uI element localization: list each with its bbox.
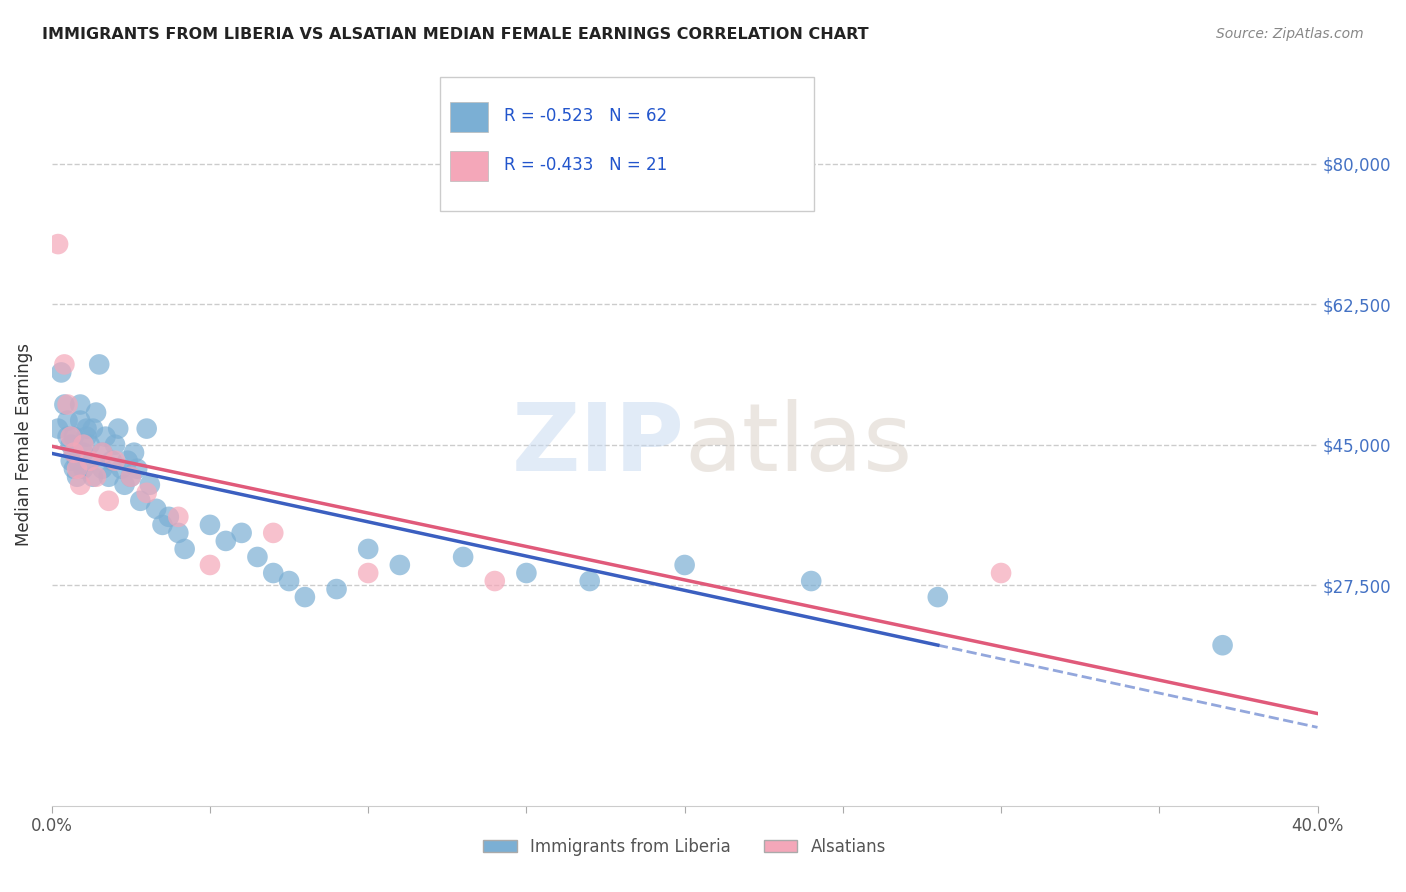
Point bbox=[72, 461, 94, 475]
Point bbox=[262, 525, 284, 540]
Point bbox=[120, 469, 142, 483]
Point bbox=[357, 566, 380, 580]
Point bbox=[69, 477, 91, 491]
Point bbox=[145, 501, 167, 516]
FancyBboxPatch shape bbox=[440, 77, 814, 211]
Point bbox=[1212, 638, 1234, 652]
Point bbox=[451, 549, 474, 564]
Point bbox=[79, 453, 101, 467]
Point bbox=[72, 445, 94, 459]
Text: R = -0.523   N = 62: R = -0.523 N = 62 bbox=[503, 107, 666, 125]
Point bbox=[262, 566, 284, 580]
Point bbox=[135, 485, 157, 500]
Point bbox=[278, 574, 301, 588]
Point bbox=[167, 509, 190, 524]
Point bbox=[72, 437, 94, 451]
Point bbox=[53, 358, 76, 372]
Point bbox=[120, 469, 142, 483]
Point bbox=[89, 358, 111, 372]
Point bbox=[152, 517, 174, 532]
Text: IMMIGRANTS FROM LIBERIA VS ALSATIAN MEDIAN FEMALE EARNINGS CORRELATION CHART: IMMIGRANTS FROM LIBERIA VS ALSATIAN MEDI… bbox=[42, 27, 869, 42]
Point bbox=[114, 477, 136, 491]
Point bbox=[63, 429, 86, 443]
Point bbox=[97, 493, 120, 508]
Point bbox=[107, 421, 129, 435]
Point bbox=[294, 590, 316, 604]
Text: ZIP: ZIP bbox=[512, 399, 685, 491]
Point bbox=[388, 558, 411, 572]
Point bbox=[139, 477, 162, 491]
Point bbox=[800, 574, 823, 588]
Point bbox=[82, 421, 104, 435]
Point bbox=[101, 453, 124, 467]
Point bbox=[76, 421, 98, 435]
Text: atlas: atlas bbox=[685, 399, 912, 491]
Point bbox=[198, 517, 221, 532]
Legend: Immigrants from Liberia, Alsatians: Immigrants from Liberia, Alsatians bbox=[477, 831, 893, 863]
FancyBboxPatch shape bbox=[450, 151, 488, 181]
Point bbox=[578, 574, 600, 588]
Point bbox=[231, 525, 253, 540]
Point bbox=[135, 421, 157, 435]
Point bbox=[59, 429, 82, 443]
Point bbox=[104, 453, 127, 467]
Point bbox=[990, 566, 1012, 580]
Point bbox=[66, 461, 89, 475]
Point bbox=[51, 366, 73, 380]
Point bbox=[76, 429, 98, 443]
Y-axis label: Median Female Earnings: Median Female Earnings bbox=[15, 343, 32, 546]
Point bbox=[63, 445, 86, 459]
Point bbox=[69, 398, 91, 412]
Point bbox=[97, 469, 120, 483]
Point bbox=[63, 461, 86, 475]
Point bbox=[56, 398, 79, 412]
Point bbox=[94, 429, 117, 443]
FancyBboxPatch shape bbox=[450, 102, 488, 132]
Point bbox=[46, 237, 69, 252]
Point bbox=[122, 445, 145, 459]
Point bbox=[79, 453, 101, 467]
Point bbox=[110, 461, 132, 475]
Point bbox=[173, 541, 195, 556]
Point bbox=[246, 549, 269, 564]
Point bbox=[91, 445, 114, 459]
Point bbox=[673, 558, 696, 572]
Point bbox=[91, 445, 114, 459]
Point bbox=[484, 574, 506, 588]
Point bbox=[46, 421, 69, 435]
Point bbox=[104, 437, 127, 451]
Point bbox=[157, 509, 180, 524]
Point bbox=[66, 469, 89, 483]
Point bbox=[63, 445, 86, 459]
Point bbox=[198, 558, 221, 572]
Point bbox=[59, 437, 82, 451]
Point bbox=[66, 453, 89, 467]
Point bbox=[79, 437, 101, 451]
Point bbox=[927, 590, 949, 604]
Point bbox=[129, 493, 152, 508]
Point bbox=[59, 453, 82, 467]
Point bbox=[215, 533, 238, 548]
Point bbox=[69, 414, 91, 428]
Text: R = -0.433   N = 21: R = -0.433 N = 21 bbox=[503, 156, 666, 174]
Point bbox=[117, 453, 139, 467]
Text: Source: ZipAtlas.com: Source: ZipAtlas.com bbox=[1216, 27, 1364, 41]
Point bbox=[515, 566, 537, 580]
Point bbox=[56, 429, 79, 443]
Point bbox=[91, 461, 114, 475]
Point bbox=[167, 525, 190, 540]
Point bbox=[53, 398, 76, 412]
Point bbox=[56, 414, 79, 428]
Point bbox=[325, 582, 347, 596]
Point bbox=[82, 469, 104, 483]
Point bbox=[357, 541, 380, 556]
Point bbox=[84, 469, 107, 483]
Point bbox=[127, 461, 149, 475]
Point bbox=[84, 406, 107, 420]
